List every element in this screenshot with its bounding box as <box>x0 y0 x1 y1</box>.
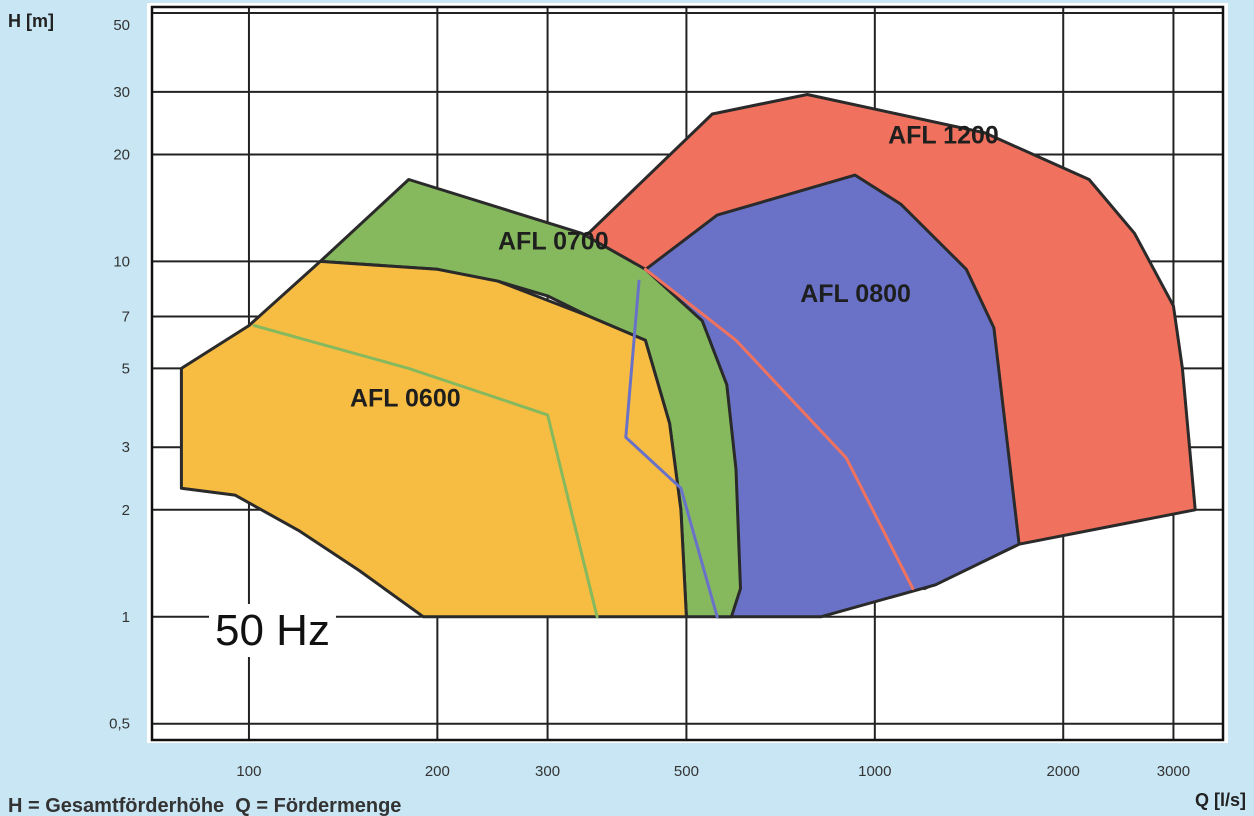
y-tick-label: 2 <box>122 502 130 519</box>
y-tick-label: 30 <box>113 84 130 101</box>
x-tick-label: 3000 <box>1157 763 1190 780</box>
curve-line-2 <box>624 279 719 619</box>
labels-layer: AFL 1200 AFL 0800 AFL 0700 AFL 0600 50 Hz <box>209 121 999 657</box>
x-tick-label: 100 <box>236 763 261 780</box>
y-tick-label: 7 <box>122 308 130 325</box>
region-afl-0600 <box>179 259 688 619</box>
y-tick-label: 1 <box>122 609 130 626</box>
x-axis-title: Q [l/s] <box>1195 790 1246 810</box>
curve-line-1 <box>252 324 599 619</box>
curves-layer <box>252 267 915 619</box>
ticks-layer: 100 200 300 500 1000 2000 3000 0,5 1 2 3 5 7 10 20 30 50 <box>109 17 1190 780</box>
y-tick-label: 10 <box>113 253 130 270</box>
y-tick-label: 0,5 <box>109 716 130 733</box>
x-tick-label: 2000 <box>1047 763 1080 780</box>
regions-layer <box>179 93 1197 619</box>
x-tick-label: 1000 <box>858 763 891 780</box>
y-tick-label: 3 <box>122 439 130 456</box>
y-axis-title: H [m] <box>8 11 54 31</box>
region-label-afl-0700: AFL 0700 <box>498 228 609 256</box>
region-label-afl-0600: AFL 0600 <box>350 385 461 413</box>
region-afl-0700 <box>318 178 742 619</box>
x-tick-label: 500 <box>674 763 699 780</box>
region-label-afl-0800: AFL 0800 <box>800 280 911 308</box>
y-tick-label: 5 <box>122 360 130 377</box>
y-tick-label: 50 <box>113 17 130 34</box>
region-label-afl-1200: AFL 1200 <box>888 121 999 149</box>
curve-line-3 <box>643 267 915 591</box>
x-tick-label: 200 <box>425 763 450 780</box>
caption: H = Gesamtförderhöhe Q = Fördermenge <box>8 795 401 816</box>
frequency-label: 50 Hz <box>215 606 330 655</box>
y-tick-label: 20 <box>113 146 130 163</box>
x-tick-label: 300 <box>535 763 560 780</box>
frequency-label-background <box>209 604 336 657</box>
plot-frame <box>150 5 1225 742</box>
